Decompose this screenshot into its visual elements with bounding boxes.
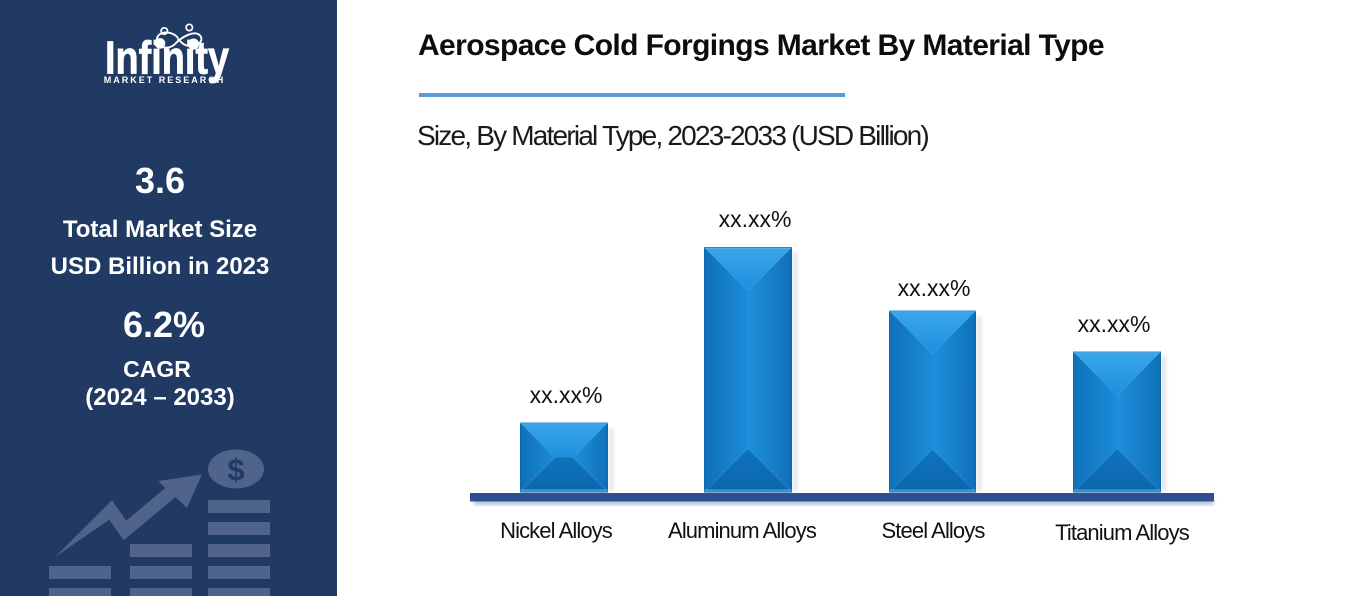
svg-text:Infinity: Infinity bbox=[105, 32, 229, 84]
svg-text:MARKET RESEARCH: MARKET RESEARCH bbox=[104, 75, 226, 85]
svg-text:$: $ bbox=[227, 452, 244, 487]
